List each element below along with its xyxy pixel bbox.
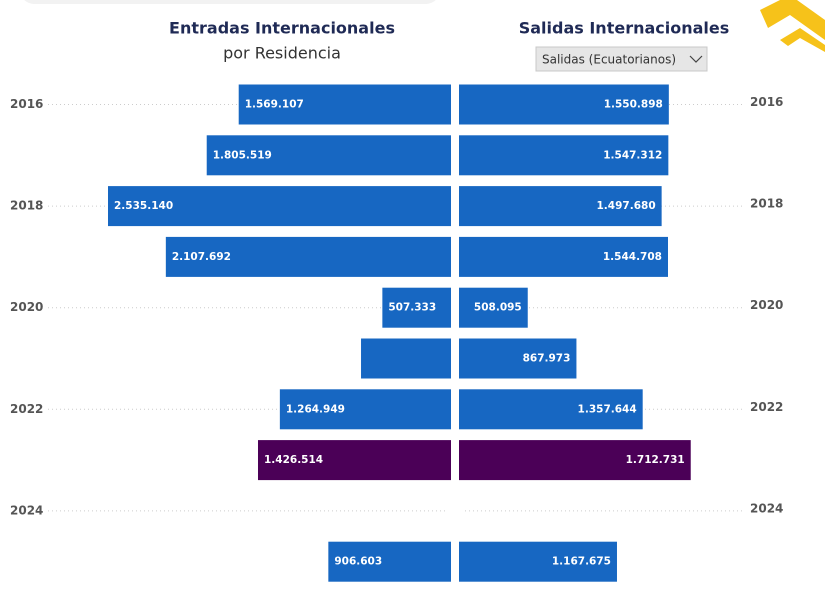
dropdown-arrow[interactable]: [689, 55, 703, 63]
bar: [459, 338, 577, 379]
bar: [459, 186, 662, 227]
bar: [459, 389, 643, 430]
card-edge: [24, 0, 436, 4]
y-label: 2020: [10, 300, 43, 314]
value-label: 508.095: [474, 302, 522, 314]
y-label: 2016: [10, 97, 43, 111]
value-label: 1.569.107: [245, 99, 304, 111]
left-subtitle: por Residencia: [223, 44, 341, 63]
value-label: 1.544.708: [603, 251, 662, 263]
bar: [459, 135, 669, 176]
value-label: 1.497.680: [597, 200, 656, 212]
value-label: 2.107.692: [172, 251, 231, 263]
bar: [257, 440, 451, 481]
value-label: 906.603: [334, 556, 382, 568]
value-label: 1.550.898: [604, 99, 663, 111]
dropdown[interactable]: [535, 46, 708, 72]
value-label: 1.805.519: [213, 149, 272, 161]
y-label: 2018: [10, 199, 43, 213]
bar: [459, 440, 691, 481]
value-label: 1.426.514: [264, 454, 323, 466]
left-title: Entradas Internacionales: [169, 19, 395, 38]
y-label: 2018: [750, 197, 783, 211]
value-label: 1.712.731: [626, 454, 685, 466]
y-label: 2024: [750, 501, 783, 515]
bar: [382, 287, 451, 328]
dropdown-text[interactable]: Salidas (Ecuatorianos): [542, 53, 676, 67]
y-label: 2024: [10, 503, 43, 517]
bar: [459, 84, 669, 125]
bar: [459, 236, 668, 277]
bar: [238, 84, 451, 125]
bar: [328, 541, 451, 582]
value-label: 1.167.675: [552, 556, 611, 568]
logo-shape: [760, 0, 825, 40]
bar: [361, 338, 451, 379]
right-title: Salidas Internacionales: [519, 19, 730, 38]
y-label: 2020: [750, 298, 783, 312]
value-label: 867.973: [523, 353, 571, 365]
value-label: 1.264.949: [286, 403, 345, 415]
y-label: 2022: [10, 402, 43, 416]
bar: [165, 236, 452, 277]
bar: [206, 135, 451, 176]
bar: [459, 541, 617, 582]
value-label: 507.333: [388, 302, 436, 314]
y-label: 2022: [750, 400, 783, 414]
value-label: 2.535.140: [114, 200, 173, 212]
y-label: 2016: [750, 95, 783, 109]
value-label: 1.357.644: [578, 403, 637, 415]
value-label: 1.547.312: [603, 149, 662, 161]
logo-shape: [780, 28, 825, 52]
bar: [279, 389, 451, 430]
bar: [459, 287, 528, 328]
bar: [108, 186, 451, 227]
